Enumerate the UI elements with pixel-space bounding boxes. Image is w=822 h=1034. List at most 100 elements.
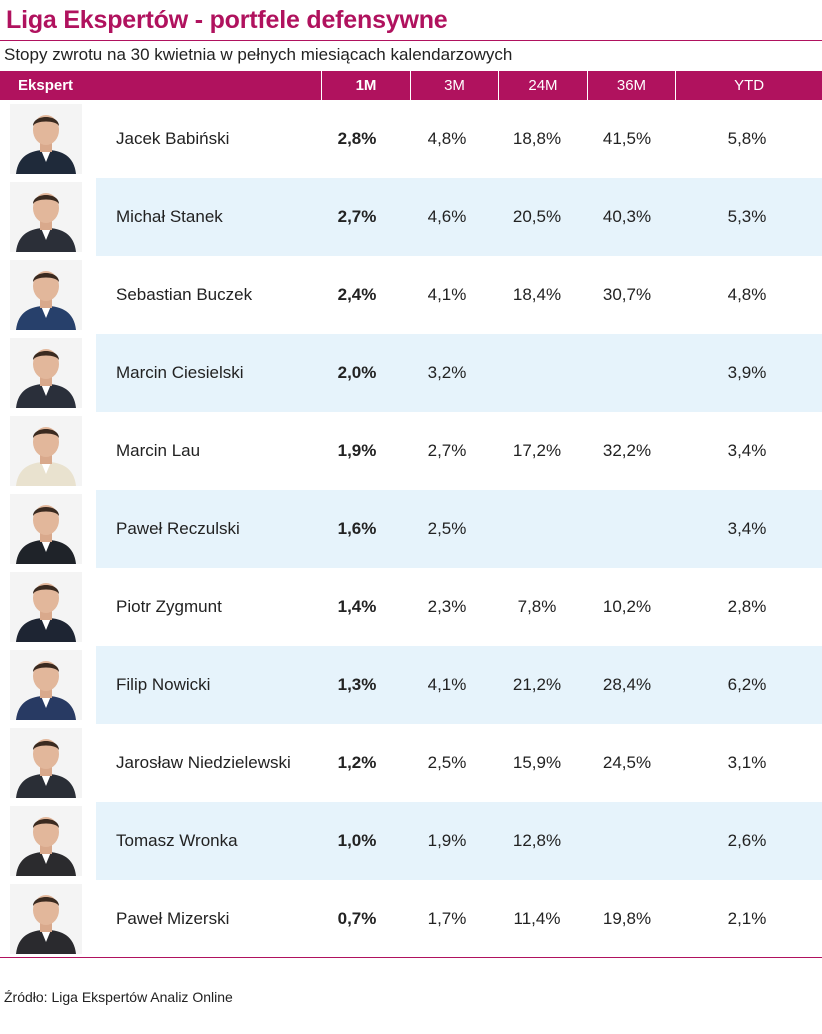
cell-3m: 2,7%	[427, 441, 467, 460]
row-background	[96, 802, 822, 880]
cell-3m: 2,5%	[427, 753, 467, 772]
cell-ytd: 2,6%	[727, 831, 767, 850]
cell-24m: 15,9%	[512, 753, 562, 772]
expert-cell: Piotr Zygmunt	[0, 568, 312, 646]
expert-cell: Filip Nowicki	[0, 646, 312, 724]
cell-3m: 3,2%	[427, 363, 467, 382]
table-row: Sebastian Buczek 2,4% 4,1% 18,4% 30,7% 4,8%	[0, 256, 822, 334]
cell-3m: 4,8%	[427, 129, 467, 148]
expert-photo	[10, 572, 82, 642]
table-row: Marcin Ciesielski 2,0% 3,2% 3,9%	[0, 334, 822, 412]
table-row: Piotr Zygmunt 1,4% 2,3% 7,8% 10,2% 2,8%	[0, 568, 822, 646]
table-row: Tomasz Wronka 1,0% 1,9% 12,8% 2,6%	[0, 802, 822, 880]
cell-3m: 1,9%	[427, 831, 467, 850]
expert-cell: Sebastian Buczek	[0, 256, 312, 334]
cell-24m	[492, 334, 582, 412]
expert-cell: Tomasz Wronka	[0, 802, 312, 880]
cell-24m: 18,4%	[512, 285, 562, 304]
expert-photo	[10, 494, 82, 564]
cell-1m: 1,4%	[337, 597, 377, 616]
expert-photo	[10, 884, 82, 954]
column-header-expert: Ekspert	[18, 77, 74, 94]
expert-name: Paweł Mizerski	[116, 909, 230, 928]
cell-3m: 4,6%	[427, 207, 467, 226]
cell-36m	[582, 802, 672, 880]
expert-cell: Michał Stanek	[0, 178, 312, 256]
expert-name: Paweł Reczulski	[116, 519, 240, 538]
cell-36m: 41,5%	[602, 129, 652, 148]
page-title: Liga Ekspertów - portfele defensywne	[6, 6, 448, 34]
cell-36m: 40,3%	[602, 207, 652, 226]
expert-photo	[10, 806, 82, 876]
expert-name: Jacek Babiński	[116, 129, 230, 148]
page-subtitle: Stopy zwrotu na 30 kwietnia w pełnych mi…	[4, 45, 513, 64]
cell-24m	[492, 490, 582, 568]
cell-1m: 2,0%	[337, 363, 377, 382]
cell-ytd: 3,4%	[727, 441, 767, 460]
cell-36m	[582, 490, 672, 568]
expert-name: Sebastian Buczek	[116, 285, 253, 304]
title-divider	[0, 40, 822, 41]
table-body: Jacek Babiński 2,8% 4,8% 18,8% 41,5% 5,8% Mich…	[0, 100, 822, 958]
expert-photo	[10, 728, 82, 798]
expert-name: Tomasz Wronka	[116, 831, 238, 850]
table-row: Jacek Babiński 2,8% 4,8% 18,8% 41,5% 5,8%	[0, 100, 822, 178]
expert-cell: Paweł Mizerski	[0, 880, 312, 958]
cell-ytd: 2,1%	[727, 909, 767, 928]
expert-photo	[10, 182, 82, 252]
cell-ytd: 3,4%	[727, 519, 767, 538]
cell-36m: 19,8%	[602, 909, 652, 928]
cell-1m: 1,2%	[337, 753, 377, 772]
expert-cell: Marcin Lau	[0, 412, 312, 490]
cell-ytd: 5,8%	[727, 129, 767, 148]
cell-ytd: 3,1%	[727, 753, 767, 772]
expert-name: Marcin Lau	[116, 441, 201, 460]
bottom-divider	[0, 957, 822, 958]
cell-24m: 18,8%	[512, 129, 562, 148]
table-row: Jarosław Niedzielewski 1,2% 2,5% 15,9% 24,5%…	[0, 724, 822, 802]
cell-36m: 10,2%	[602, 597, 652, 616]
cell-ytd: 5,3%	[727, 207, 767, 226]
cell-ytd: 6,2%	[727, 675, 767, 694]
cell-36m: 30,7%	[602, 285, 652, 304]
expert-name: Jarosław Niedzielewski	[116, 753, 291, 772]
expert-photo	[10, 104, 82, 174]
table-row: Filip Nowicki 1,3% 4,1% 21,2% 28,4% 6,2%	[0, 646, 822, 724]
row-background	[96, 646, 822, 724]
cell-1m: 1,0%	[337, 831, 377, 850]
table-row: Paweł Reczulski 1,6% 2,5% 3,4%	[0, 490, 822, 568]
cell-1m: 2,4%	[337, 285, 377, 304]
cell-3m: 2,3%	[427, 597, 467, 616]
column-header-36m: 36M	[586, 71, 675, 100]
cell-ytd: 3,9%	[727, 363, 767, 382]
cell-3m: 4,1%	[427, 675, 467, 694]
cell-24m: 11,4%	[513, 909, 561, 928]
cell-24m: 17,2%	[512, 441, 562, 460]
cell-ytd: 4,8%	[727, 285, 767, 304]
expert-cell: Jacek Babiński	[0, 100, 312, 178]
cell-24m: 12,8%	[512, 831, 562, 850]
expert-cell: Paweł Reczulski	[0, 490, 312, 568]
expert-name: Michał Stanek	[116, 207, 223, 226]
cell-36m: 32,2%	[602, 441, 652, 460]
row-background	[96, 334, 822, 412]
expert-name: Filip Nowicki	[116, 675, 211, 694]
table-header: Ekspert 1M 3M 24M 36M YTD	[0, 71, 822, 100]
cell-1m: 1,6%	[337, 519, 377, 538]
returns-table: Ekspert 1M 3M 24M 36M YTD Jacek Babiński…	[0, 71, 822, 958]
cell-ytd: 2,8%	[727, 597, 767, 616]
cell-1m: 1,3%	[337, 675, 377, 694]
cell-24m: 20,5%	[512, 207, 562, 226]
row-background	[96, 490, 822, 568]
table-row: Michał Stanek 2,7% 4,6% 20,5% 40,3% 5,3%	[0, 178, 822, 256]
cell-1m: 1,9%	[337, 441, 377, 460]
column-header-3m: 3M	[409, 71, 498, 100]
expert-photo	[10, 650, 82, 720]
cell-3m: 4,1%	[427, 285, 467, 304]
expert-cell: Marcin Ciesielski	[0, 334, 312, 412]
cell-1m: 0,7%	[337, 909, 377, 928]
expert-photo	[10, 416, 82, 486]
table-row: Marcin Lau 1,9% 2,7% 17,2% 32,2% 3,4%	[0, 412, 822, 490]
cell-24m: 21,2%	[512, 675, 562, 694]
column-header-24m: 24M	[498, 71, 586, 100]
